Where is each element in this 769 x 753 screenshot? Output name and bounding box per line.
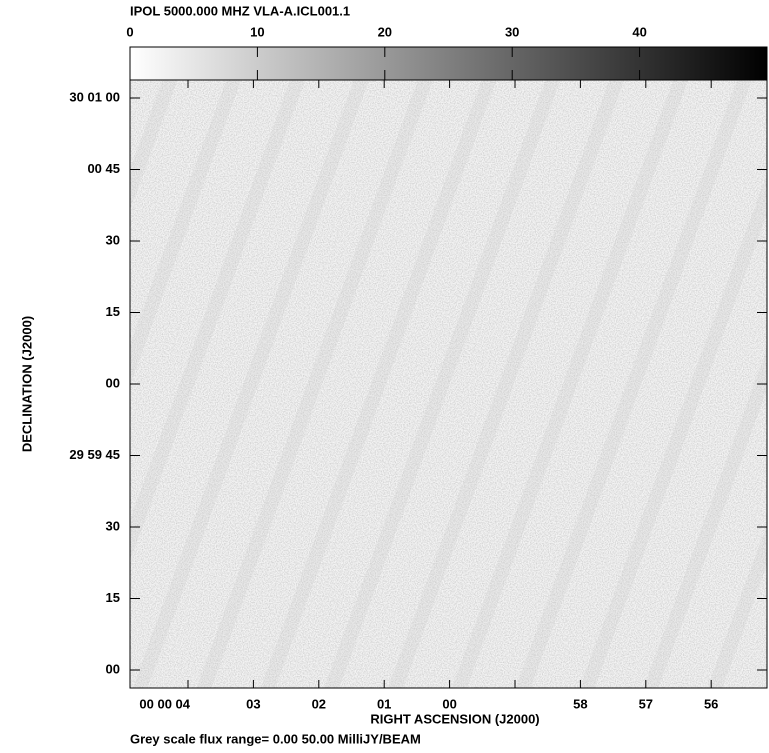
colorbar-tick-label: 30 <box>505 24 519 39</box>
y-tick-label: 00 <box>106 375 120 390</box>
colorbar <box>129 46 768 81</box>
x-tick-label: 02 <box>312 696 326 711</box>
image <box>129 79 768 689</box>
x-tick-label: 00 00 04 <box>139 696 190 711</box>
y-tick-label: 30 <box>106 232 120 247</box>
footer: Grey scale flux range= 0.00 50.00 MilliJ… <box>130 731 421 746</box>
colorbar-tick-label: 20 <box>378 24 392 39</box>
y-tick-label: 15 <box>106 304 120 319</box>
x-axis-label: RIGHT ASCENSION (J2000) <box>370 711 539 726</box>
y-tick-label: 30 <box>106 518 120 533</box>
y-tick-label: 00 <box>106 661 120 676</box>
colorbar-tick-label: 10 <box>250 24 264 39</box>
x-tick-label: 00 <box>442 696 456 711</box>
y-tick-label: 30 01 00 <box>69 89 120 104</box>
y-tick-label: 00 45 <box>87 161 120 176</box>
image-noise <box>130 80 767 688</box>
x-tick-label: 56 <box>704 696 718 711</box>
y-tick-label: 15 <box>106 590 120 605</box>
colorbar-tick-label: 0 <box>126 24 133 39</box>
colorbar-tick-label: 40 <box>632 24 646 39</box>
x-tick-label: 01 <box>377 696 391 711</box>
title: IPOL 5000.000 MHZ VLA-A.ICL001.1 <box>130 3 350 18</box>
y-tick-label: 29 59 45 <box>69 447 120 462</box>
y-axis-label: DECLINATION (J2000) <box>19 316 34 452</box>
x-tick-label: 58 <box>573 696 587 711</box>
x-tick-label: 03 <box>246 696 260 711</box>
x-tick-label: 57 <box>639 696 653 711</box>
